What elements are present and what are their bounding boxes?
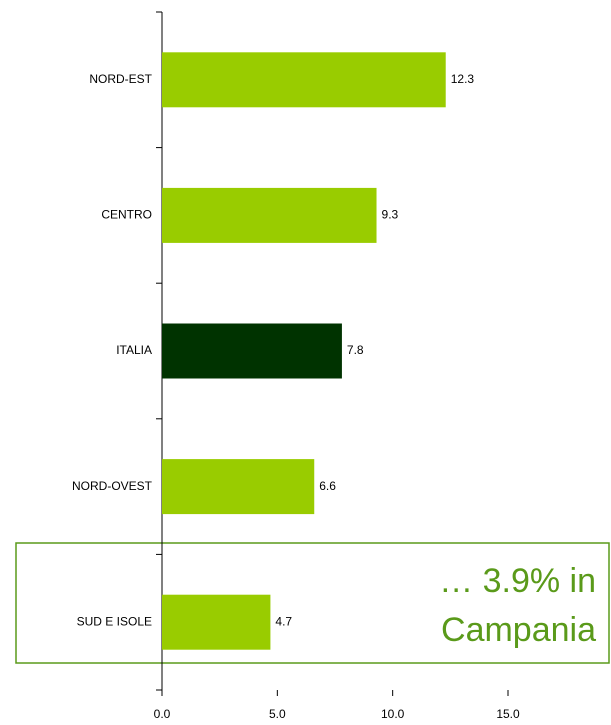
bar — [162, 52, 446, 108]
value-label: 6.6 — [319, 479, 336, 493]
x-tick-label: 10.0 — [381, 707, 405, 721]
x-tick-label: 5.0 — [269, 707, 286, 721]
annotation: … 3.9% in — [439, 562, 596, 600]
bar — [162, 459, 315, 515]
annotation: Campania — [441, 611, 596, 649]
bar — [162, 594, 271, 650]
bar — [162, 187, 377, 243]
y-tick-label: SUD E ISOLE — [77, 614, 152, 628]
x-tick-label: 15.0 — [496, 707, 520, 721]
highlight-box — [15, 542, 610, 664]
value-label: 9.3 — [382, 208, 399, 222]
y-tick-label: NORD-EST — [89, 72, 152, 86]
y-tick-label: CENTRO — [101, 208, 152, 222]
value-label: 7.8 — [347, 343, 364, 357]
y-tick-label: ITALIA — [116, 343, 152, 357]
value-label: 12.3 — [451, 72, 475, 86]
x-tick-label: 0.0 — [154, 707, 171, 721]
value-label: 4.7 — [275, 614, 292, 628]
bar — [162, 323, 342, 379]
y-tick-label: NORD-OVEST — [72, 479, 153, 493]
